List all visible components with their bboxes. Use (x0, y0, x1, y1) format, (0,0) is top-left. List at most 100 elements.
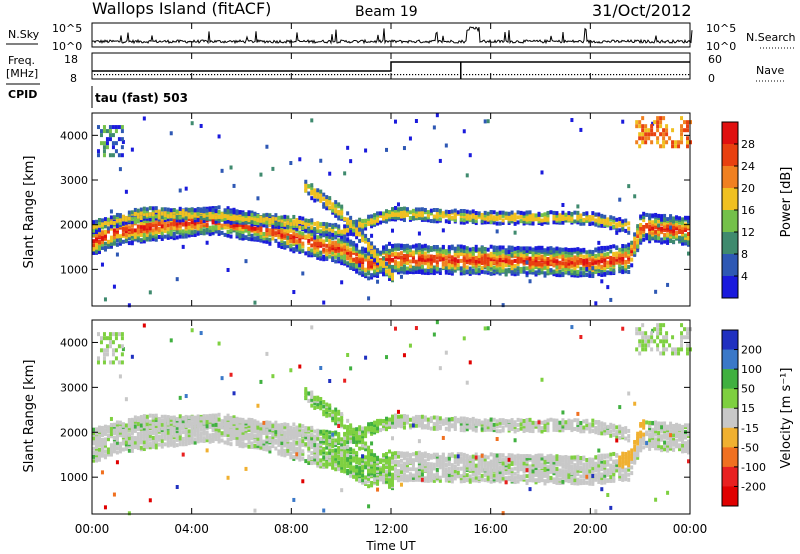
power-cell (546, 210, 550, 215)
power-cell (621, 247, 625, 252)
velocity-cell (121, 347, 125, 352)
nave-dot (460, 74, 462, 76)
power-cell (154, 219, 158, 224)
velocity-cell (322, 400, 326, 405)
power-cell (648, 233, 652, 238)
power-cell (396, 268, 400, 273)
velocity-cell (232, 415, 236, 420)
power-cell (382, 256, 386, 261)
power-cell (501, 256, 505, 261)
velocity-cell (253, 419, 257, 424)
power-cell (268, 213, 272, 218)
power-cell (650, 132, 654, 137)
velocity-cell (328, 435, 332, 440)
power-cell (621, 256, 625, 261)
velocity-cell (109, 431, 113, 436)
power-cell (148, 206, 152, 211)
velocity-cell (331, 418, 335, 423)
power-cell (618, 197, 622, 202)
power-cell (660, 221, 664, 226)
velocity-cell (343, 445, 347, 450)
power-cell (420, 260, 424, 265)
power-cell (307, 218, 311, 223)
velocity-cell (280, 446, 284, 451)
velocity-cell (247, 424, 251, 429)
power-colorbar-swatch (722, 188, 738, 211)
velocity-cell (259, 379, 263, 384)
power-cell (328, 242, 332, 247)
power-cell (292, 223, 296, 228)
power-cell (393, 206, 397, 211)
power-cell (393, 245, 397, 250)
power-cell (662, 128, 666, 133)
power-cell (489, 219, 493, 224)
power-cell (115, 233, 119, 238)
power-cell (295, 239, 299, 244)
velocity-cell (322, 455, 326, 460)
velocity-cell (133, 422, 137, 427)
velocity-cell (247, 432, 251, 437)
power-cell (543, 260, 547, 265)
power-cell (573, 247, 577, 252)
power-cell (501, 253, 505, 258)
power-cell (202, 221, 206, 226)
power-cell (199, 220, 203, 225)
velocity-cell (283, 441, 287, 446)
power-cell (489, 265, 493, 270)
power-cell (346, 245, 350, 250)
velocity-cell (118, 428, 122, 433)
velocity-cell (211, 413, 215, 418)
power-cell (181, 234, 185, 239)
velocity-cell (352, 471, 356, 476)
power-cell (214, 219, 218, 224)
power-cell (151, 228, 155, 233)
velocity-cell (220, 438, 224, 443)
velocity-cell (214, 413, 218, 418)
power-cell (600, 219, 604, 224)
velocity-cell (304, 435, 308, 440)
power-cell (235, 214, 239, 219)
power-cell (136, 208, 140, 213)
velocity-cell (202, 414, 206, 419)
power-cell (322, 247, 326, 252)
power-cell (268, 241, 272, 246)
power-cell (680, 136, 684, 141)
power-cell (495, 214, 499, 219)
power-cell (426, 265, 430, 270)
power-cell (241, 229, 245, 234)
velocity-cell (307, 456, 311, 461)
power-cell (277, 243, 281, 248)
velocity-cell (136, 424, 140, 429)
power-cell (346, 248, 350, 253)
power-cell (480, 246, 484, 251)
power-cell (456, 251, 460, 256)
power-cell (199, 208, 203, 213)
power-cell (211, 230, 215, 235)
power-cell (247, 220, 251, 225)
power-cell (172, 221, 176, 226)
power-cell (385, 215, 389, 220)
power-cell (662, 140, 666, 145)
power-cell (268, 231, 272, 236)
power-cell (358, 249, 362, 254)
power-cell (220, 225, 224, 230)
power-cell (199, 213, 203, 218)
velocity-cell (154, 413, 158, 418)
power-cell (232, 210, 236, 215)
velocity-cell (223, 421, 227, 426)
power-cell (417, 262, 421, 267)
velocity-cell (148, 433, 152, 438)
power-cell (546, 264, 550, 269)
power-cell (232, 183, 236, 188)
power-cell (382, 216, 386, 221)
power-cell (238, 236, 242, 241)
nave-dot (496, 74, 498, 76)
power-cell (364, 272, 368, 277)
power-cell (399, 243, 403, 248)
power-cell (121, 139, 125, 144)
velocity-cell (310, 425, 314, 430)
power-cell (465, 252, 469, 257)
power-cell (361, 235, 365, 240)
power-cell (373, 258, 377, 263)
power-cell (450, 215, 454, 220)
